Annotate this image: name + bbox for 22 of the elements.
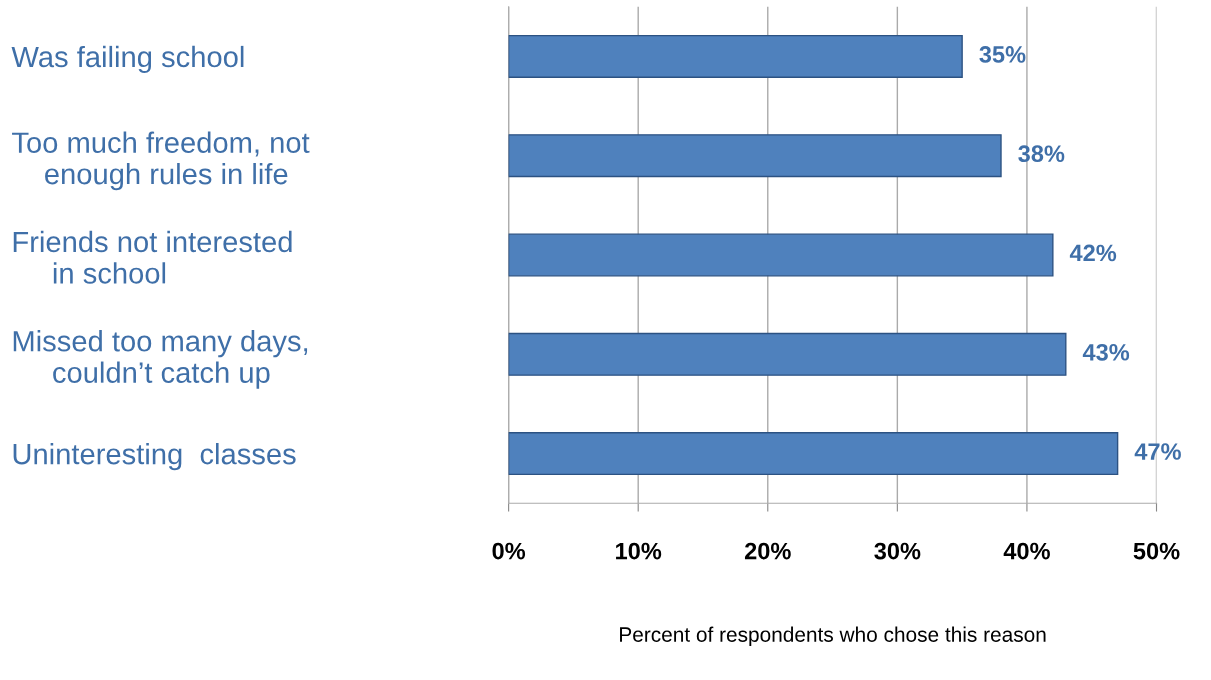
x-tick-label: 0% bbox=[492, 542, 526, 560]
y-tick-label: Was failing school bbox=[11, 45, 244, 74]
bar bbox=[508, 432, 1119, 476]
y-tick-label: Friends not interested in school bbox=[13, 230, 292, 284]
y-tick-label: Too much freedom, not enough rules in life bbox=[12, 131, 310, 191]
data-label: 38% bbox=[1018, 145, 1065, 163]
x-tick-label: 10% bbox=[616, 542, 662, 560]
x-tick-label: 50% bbox=[1133, 542, 1180, 560]
bar bbox=[508, 332, 1067, 376]
y-tick-label: Missed too many days, couldn’t catch up bbox=[13, 330, 308, 389]
bar bbox=[508, 34, 963, 78]
x-axis-title: Percent of respondents who chose this reason bbox=[620, 626, 1046, 647]
data-label: 47% bbox=[1134, 443, 1181, 460]
bar bbox=[508, 233, 1054, 277]
data-label: 43% bbox=[1082, 343, 1130, 361]
x-tick-label: 40% bbox=[1003, 542, 1050, 560]
bar bbox=[508, 134, 1002, 178]
data-label: 35% bbox=[979, 46, 1026, 63]
data-label: 42% bbox=[1069, 244, 1117, 262]
x-tick-label: 20% bbox=[744, 542, 791, 560]
x-tick-label: 30% bbox=[874, 542, 921, 560]
y-tick-label: Uninteresting classes bbox=[13, 442, 296, 471]
